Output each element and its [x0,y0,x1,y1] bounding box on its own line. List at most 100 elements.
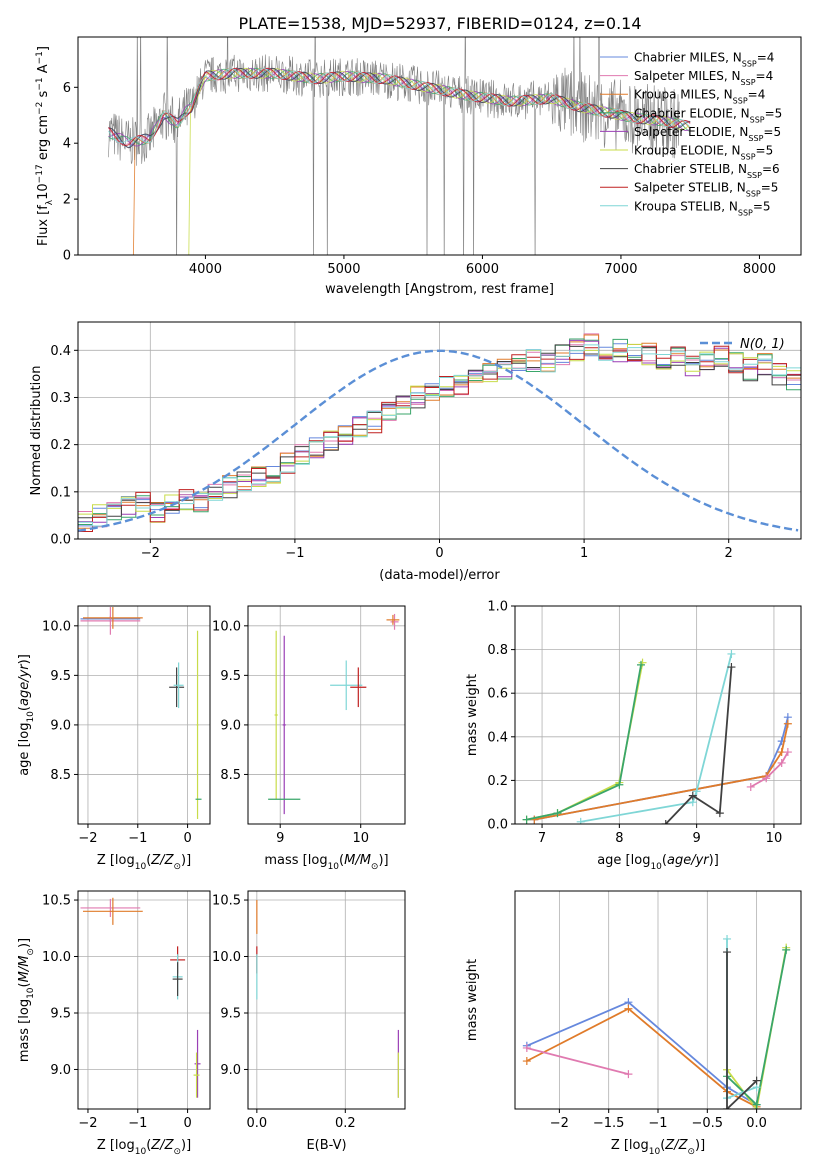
axes-mass_vs_Z: −2 −1 0 9.0 9.5 10.0 10.5 Z [log10(Z/Z⊙)] mass [… [17,890,211,1157]
series-marker [692,787,701,796]
y-tick-label: 10.0 [42,950,71,965]
series-line-chabrier-elodie [526,664,642,821]
y-tick-label: 9.5 [50,1006,71,1021]
series-marker [522,1043,531,1052]
y-tick-label: 8.5 [220,768,241,783]
errorbar-point [350,667,367,708]
series-marker [723,1105,732,1109]
errorbar-point [386,614,400,625]
x-tick-label: −2 [78,831,97,846]
errorbar-point [282,635,286,815]
y-axis-label: Flux [fλ10−17 erg cm−2 s−1 A−1] [35,46,55,246]
x-tick-label: 0.0 [746,1116,767,1131]
x-tick-label: 10 [766,831,783,846]
x-tick-label: 8 [615,831,623,846]
series-marker [746,782,755,791]
model-line-kroupa-elodie [188,67,690,255]
errorbar-point [274,630,278,800]
errorbar-point [172,962,183,997]
series-line-chabrier-miles [526,1001,758,1106]
y-tick-label: 9.0 [50,1063,71,1078]
series-marker [723,948,732,957]
plot-area-age_vs_Z [80,606,202,820]
histogram-chabrier-miles [78,343,801,538]
y-tick-label: 9.5 [220,669,241,684]
x-tick-label: −1.5 [593,1116,625,1131]
x-tick-label: −2 [78,1116,97,1131]
x-axis-label: age [log10(age/yr)] [597,853,719,872]
series-line-salpeter-miles [526,1047,629,1075]
y-axis-label: mass weight [465,674,480,756]
legend-entry: Kroupa MILES, NSSP=4 [634,88,765,106]
model-line-salpeter-elodie [108,67,691,147]
x-tick-label: −1 [128,831,147,846]
axes-frame [77,890,211,1110]
plot-area-massweight_vs_age [522,649,792,824]
legend-entry: Salpeter ELODIE, NSSP=5 [634,125,781,143]
y-tick-label: 9.0 [220,718,241,733]
y-tick-label: 0.0 [50,533,71,548]
errorbar-point [390,613,399,630]
y-tick-label: 0.2 [50,438,71,453]
x-tick-label: −0.5 [692,1116,724,1131]
x-axis-label: E(B-V) [306,1138,346,1153]
errorbar-point [169,667,185,708]
series-marker [783,748,792,757]
axes-frame [514,605,802,825]
axes-frame [247,890,406,1110]
x-axis-label: Z [log10(Z/Z⊙)] [97,1138,191,1157]
x-tick-label: −1 [128,1116,147,1131]
axes-massweight_vs_age: 7 8 9 10 0.0 0.2 0.4 0.6 0.8 1.0 age [log10(age/yr… [465,600,802,872]
series-marker [727,649,736,658]
model-line-kroupa-miles [132,67,691,255]
y-tick-label: 10.0 [212,950,241,965]
x-tick-label: 8000 [743,262,776,277]
histogram-salpeter-stelib [78,345,801,532]
x-tick-label: 0 [435,546,443,561]
y-tick-label: 0.0 [487,818,508,833]
x-axis-label: (data-model)/error [379,568,500,583]
x-tick-label: 4000 [189,262,222,277]
legend-entry: Chabrier MILES, NSSP=4 [634,51,774,69]
model-line-kroupa-stelib [108,67,691,144]
series-marker [783,719,792,728]
x-axis-label: mass [log10(M/M⊙)] [264,853,388,872]
legend-entry: Salpeter MILES, NSSP=4 [634,69,773,87]
errorbar-point [82,606,143,629]
y-tick-label: 10.0 [212,619,241,634]
y-tick-label: 0.4 [50,344,71,359]
y-tick-label: 8.5 [50,768,71,783]
model-line-salpeter-stelib [108,67,691,146]
series-marker [522,1057,531,1066]
series-marker [661,820,670,824]
x-tick-label: −2 [550,1116,569,1131]
y-tick-label: 2 [63,193,71,208]
series-marker [530,815,539,824]
x-tick-label: −1 [285,546,304,561]
legend-entry: Salpeter STELIB, NSSP=5 [634,181,778,199]
legend-entry: N(0, 1) [740,337,785,352]
axes-residuals: −2 −1 0 1 2 0.0 0.1 0.2 0.3 0.4 (data-model)/error… [29,321,802,583]
y-tick-label: 9.5 [50,669,71,684]
series-marker [576,817,585,824]
y-tick-label: 0.1 [50,485,71,500]
x-tick-label: 6000 [466,262,499,277]
x-tick-label: 7 [538,831,546,846]
y-tick-label: 0 [63,249,71,264]
axes-frame [77,36,802,256]
series-marker [624,1070,633,1079]
y-tick-label: 10.0 [42,619,71,634]
axes-mass_vs_EBV: 0.0 0.2 9.0 9.5 10.0 10.5 E(B-V) [212,890,406,1153]
figure-title: PLATE=1538, MJD=52937, FIBERID=0124, z=0… [238,14,641,33]
spectrum-data-line [108,37,680,255]
x-axis-label: Z [log10(Z/Z⊙)] [97,853,191,872]
y-tick-label: 4 [63,137,71,152]
series-line-salpeter-miles [750,751,789,788]
x-tick-label: −2 [141,546,160,561]
x-tick-label: 0.2 [335,1116,356,1131]
axes-frame [77,605,211,825]
series-marker [715,809,724,818]
y-axis-label: age [log10(age/yr)] [17,654,36,776]
